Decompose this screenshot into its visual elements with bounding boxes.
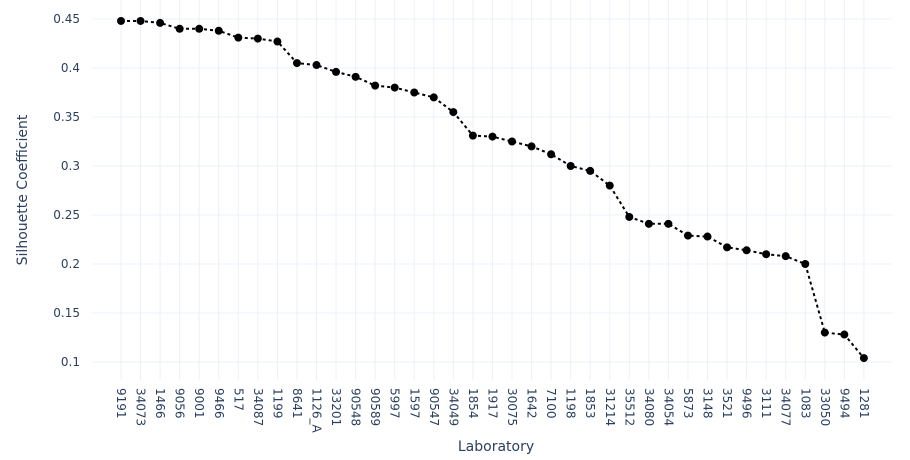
x-tick-label: 9001 [192, 388, 206, 419]
y-tick-label: 0.2 [61, 257, 80, 271]
data-point [234, 33, 243, 42]
data-point [117, 16, 125, 25]
x-tick-label: 3521 [720, 388, 734, 419]
x-tick-label: 90548 [349, 388, 363, 426]
data-point [801, 260, 810, 268]
data-point [605, 181, 614, 190]
data-point [840, 330, 849, 339]
data-point [566, 162, 575, 170]
y-tick-label: 0.3 [61, 159, 80, 173]
y-tick-label: 0.1 [61, 355, 80, 369]
data-point [449, 108, 458, 117]
data-point [703, 232, 712, 241]
x-tick-label: 9496 [740, 388, 754, 419]
y-tick-labels: 0.1 0.15 0.2 0.25 0.3 0.35 0.4 0.45 [53, 12, 80, 369]
x-tick-label: 34054 [661, 388, 675, 426]
data-point [214, 26, 223, 35]
y-tick-label: 0.4 [61, 61, 80, 75]
data-point [332, 67, 341, 76]
y-tick-label: 0.45 [53, 12, 80, 26]
data-point [488, 132, 497, 141]
x-tick-label: 34077 [779, 388, 793, 426]
data-point [410, 88, 419, 97]
x-tick-label: 90589 [368, 388, 382, 426]
data-point [586, 166, 595, 175]
data-point [253, 34, 262, 43]
x-tick-label: 33050 [818, 388, 832, 426]
x-tick-label: 9466 [212, 388, 226, 419]
x-tick-label: 31214 [603, 388, 617, 426]
data-point [195, 24, 204, 33]
data-point [175, 24, 184, 33]
x-tick-label: 8641 [290, 388, 304, 419]
data-point [762, 250, 771, 259]
x-tick-label: 5873 [681, 388, 695, 419]
data-point [723, 243, 732, 252]
y-axis-title: Silhouette Coefficient [15, 114, 31, 265]
data-point [547, 150, 556, 159]
x-tick-label: 1597 [407, 388, 421, 419]
x-tick-label: 1281 [857, 388, 871, 419]
x-tick-label: 34073 [134, 388, 148, 426]
data-point [527, 142, 536, 151]
x-tick-label: 30075 [505, 388, 519, 426]
data-point [371, 81, 380, 90]
data-point [742, 246, 751, 255]
x-tick-label: 1198 [564, 388, 578, 419]
x-tick-label: 34087 [251, 388, 265, 426]
data-points [117, 16, 868, 363]
data-point [136, 16, 145, 25]
data-point [429, 93, 438, 102]
x-tick-label: 7100 [544, 388, 558, 419]
y-gridlines [92, 18, 892, 363]
data-point [625, 212, 634, 221]
x-tick-label: 1853 [583, 388, 597, 419]
y-tick-label: 0.15 [53, 306, 80, 320]
x-tick-label: 1083 [798, 388, 812, 419]
data-point [156, 18, 165, 27]
x-tick-label: 9494 [837, 388, 851, 419]
x-gridlines [120, 0, 865, 380]
y-tick-label: 0.25 [53, 208, 80, 222]
data-point [683, 231, 692, 240]
x-tick-label: 3148 [701, 388, 715, 419]
x-tick-label: 34049 [446, 388, 460, 426]
x-tick-label: 9191 [114, 388, 128, 419]
x-tick-label: 1917 [485, 388, 499, 419]
x-tick-label: 35512 [622, 388, 636, 426]
data-point [312, 61, 321, 70]
x-tick-label: 90547 [427, 388, 441, 426]
y-tick-label: 0.35 [53, 110, 80, 124]
x-tick-label: 33201 [329, 388, 343, 426]
data-point [468, 131, 477, 140]
data-point [390, 83, 399, 92]
data-point [820, 328, 829, 337]
x-tick-labels: 9191 34073 1466 9056 9001 9466 517 34087 1199 864… [114, 388, 871, 434]
data-point [273, 37, 282, 46]
x-tick-label: 3111 [759, 388, 773, 419]
data-point [859, 354, 868, 363]
x-tick-label: 1126_A [310, 388, 324, 434]
data-point [644, 219, 653, 228]
data-point [781, 252, 790, 261]
x-tick-label: 5997 [388, 388, 402, 419]
x-tick-label: 517 [231, 388, 245, 411]
x-tick-label: 1466 [153, 388, 167, 419]
x-tick-label: 1854 [466, 388, 480, 419]
x-tick-label: 34080 [642, 388, 656, 426]
data-point [508, 137, 516, 146]
data-point [351, 72, 360, 81]
x-tick-label: 9056 [173, 388, 187, 419]
data-point [664, 219, 673, 228]
x-tick-label: 1199 [270, 388, 284, 419]
x-axis-title: Laboratory [458, 439, 534, 455]
data-point [292, 59, 301, 68]
x-tick-label: 1642 [525, 388, 539, 419]
